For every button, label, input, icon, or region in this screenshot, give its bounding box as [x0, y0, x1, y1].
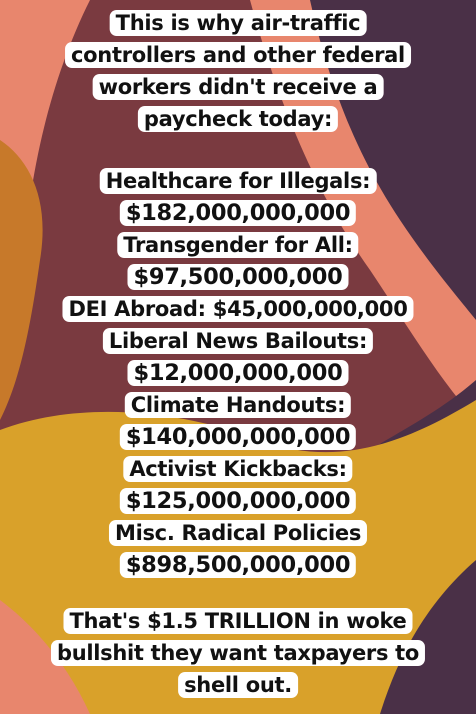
- salmon-band-top-right: [250, 0, 476, 420]
- ochre-band-left: [0, 140, 43, 420]
- item-label: Healthcare for Illegals:: [99, 168, 377, 194]
- intro-line-2: controllers and other federal: [65, 42, 411, 68]
- outro-line-2: bullshit they want taxpayers to: [50, 640, 426, 666]
- item-label: DEI Abroad: $45,000,000,000: [62, 296, 414, 322]
- salmon-band-left: [0, 0, 90, 370]
- dark-purple-band-bottom-right: [380, 560, 476, 714]
- item-label: Climate Handouts:: [124, 392, 352, 418]
- intro-line-4: paycheck today:: [137, 106, 339, 132]
- item-amount: $12,000,000,000: [127, 360, 349, 386]
- intro-line-3: workers didn't receive a: [92, 74, 384, 100]
- item-amount: $898,500,000,000: [119, 552, 357, 578]
- item-amount: $125,000,000,000: [119, 488, 357, 514]
- item-label: Transgender for All:: [117, 232, 359, 258]
- salmon-band-bottom-left: [0, 600, 90, 714]
- intro-line-1: This is why air-traffic: [109, 10, 367, 36]
- outro-line-3: shell out.: [178, 672, 298, 698]
- item-amount: $97,500,000,000: [127, 264, 349, 290]
- item-amount: $140,000,000,000: [119, 424, 357, 450]
- outro-line-1: That's $1.5 TRILLION in woke: [63, 608, 413, 634]
- item-label: Misc. Radical Policies: [108, 520, 368, 546]
- item-label: Liberal News Bailouts:: [102, 328, 374, 354]
- item-label: Activist Kickbacks:: [123, 456, 353, 482]
- item-amount: $182,000,000,000: [119, 200, 357, 226]
